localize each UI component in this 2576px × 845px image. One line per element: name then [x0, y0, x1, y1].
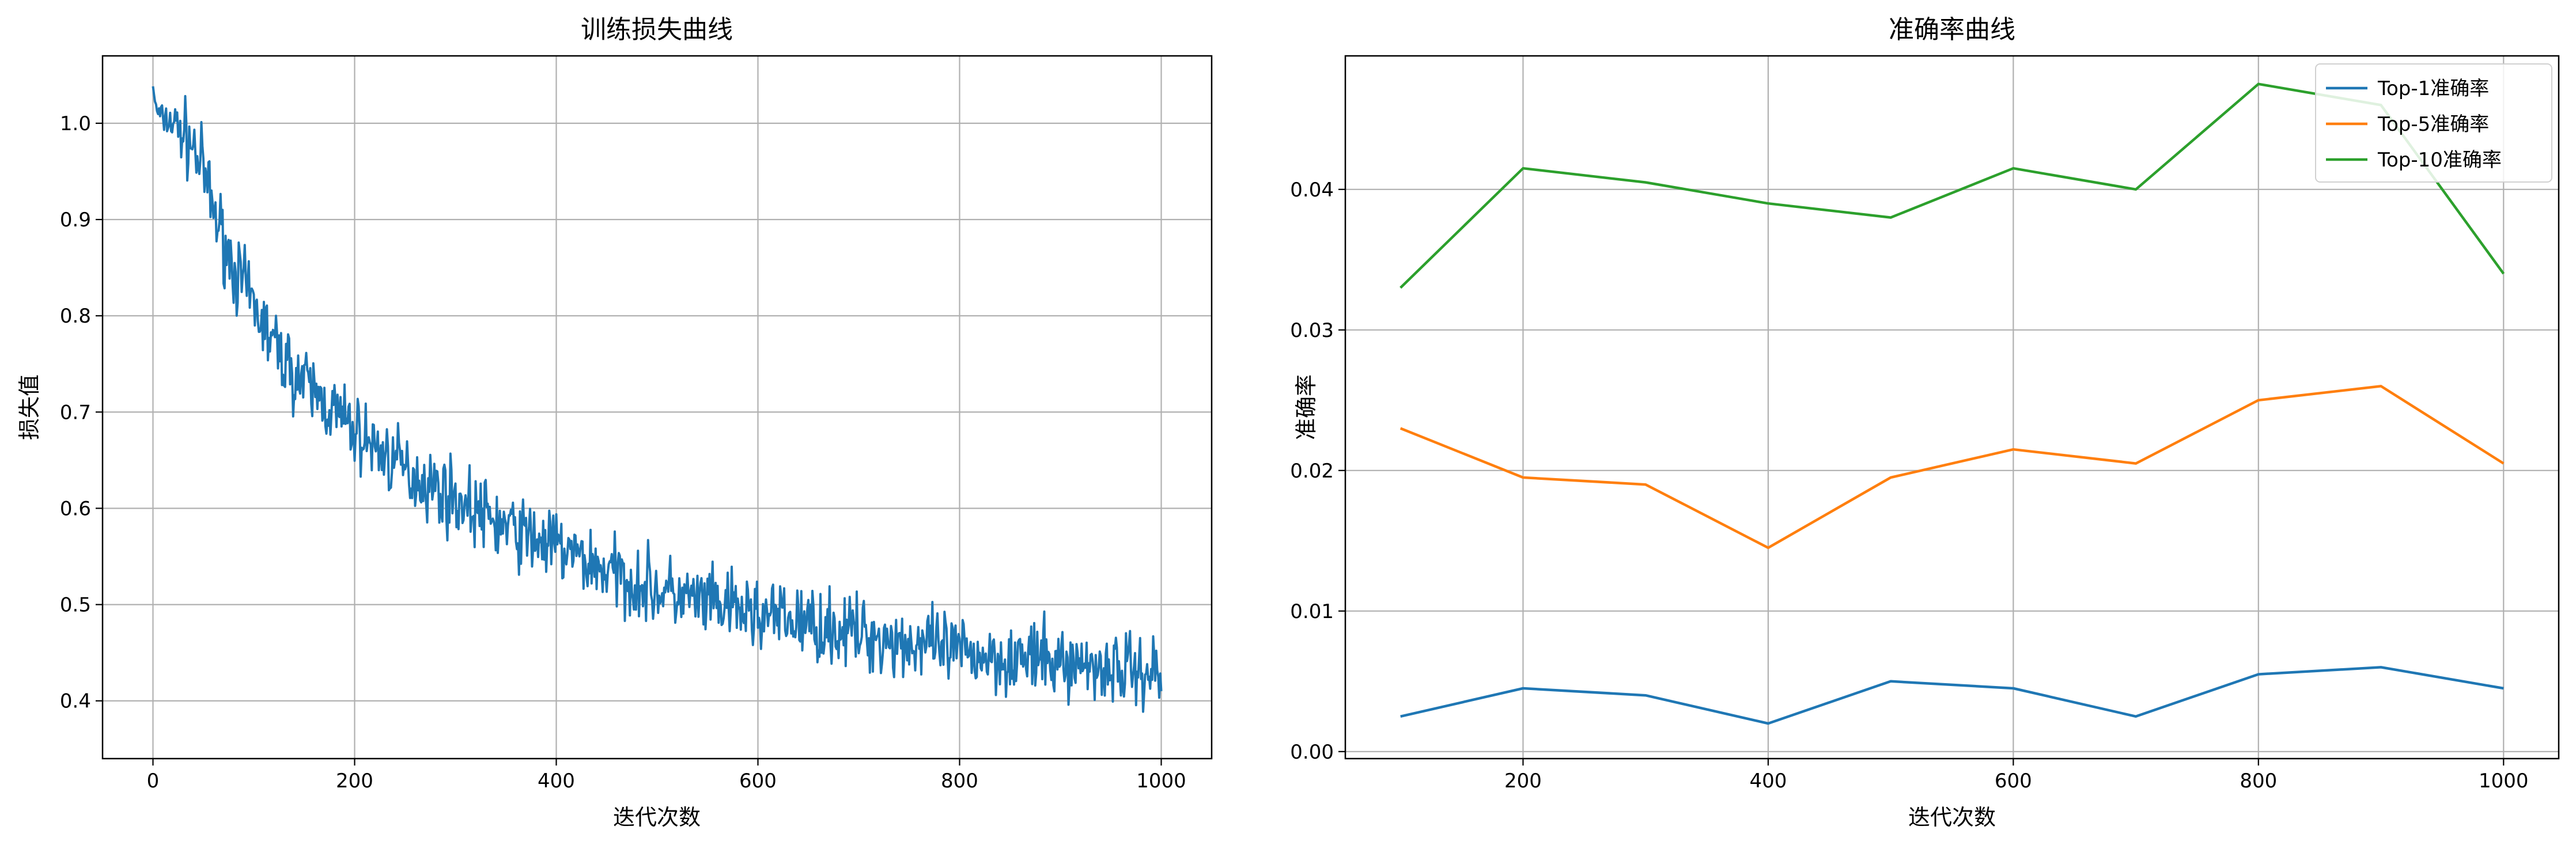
x-tick-label: 1000	[2479, 770, 2529, 793]
y-tick-label: 0.8	[60, 305, 91, 328]
x-tick-label: 600	[739, 770, 777, 793]
y-tick-label: 0.9	[60, 209, 91, 232]
loss-x-axis-label: 迭代次数	[613, 805, 701, 830]
x-tick-label: 600	[1995, 770, 2032, 793]
accuracy-chart: 200 400 600 800 1000 0.00 0.01 0.02 0.03 0.04 准确率…	[1290, 15, 2560, 830]
x-tick-label: 400	[1749, 770, 1787, 793]
loss-plot-frame	[101, 55, 1213, 760]
loss-ticks: 0 200 400 600 800 1000 0.4 0.5 0.6 0.7 0.8 0.9 1.0	[60, 112, 1186, 793]
legend-label: Top-5准确率	[2377, 113, 2489, 136]
y-tick-label: 0.01	[1290, 600, 1334, 623]
series-line-1	[1400, 666, 2504, 725]
loss-chart: 0 200 400 600 800 1000 0.4 0.5 0.6 0.7 0.8 0.9 1.0 训…	[17, 15, 1213, 830]
loss-plot-area	[103, 56, 1212, 759]
y-tick-label: 0.04	[1290, 179, 1334, 202]
accuracy-x-axis-label: 迭代次数	[1908, 805, 1996, 830]
loss-grid	[103, 56, 1212, 759]
x-tick-label: 800	[941, 770, 978, 793]
x-tick-label: 0	[147, 770, 160, 793]
x-tick-label: 1000	[1136, 770, 1186, 793]
y-tick-label: 1.0	[60, 112, 91, 135]
x-tick-label: 200	[336, 770, 373, 793]
y-tick-label: 0.6	[60, 497, 91, 520]
x-tick-label: 400	[538, 770, 575, 793]
accuracy-legend: Top-1准确率 Top-5准确率 Top-10准确率	[2315, 63, 2552, 183]
loss-chart-title: 训练损失曲线	[581, 15, 733, 44]
accuracy-plot-frame	[1344, 55, 2560, 760]
y-tick-label: 0.03	[1290, 319, 1334, 342]
loss-y-axis-label: 损失值	[17, 374, 42, 440]
y-tick-label: 0.00	[1290, 741, 1334, 764]
y-tick-label: 0.7	[60, 401, 91, 424]
legend-label: Top-10准确率	[2377, 149, 2502, 172]
x-tick-label: 800	[2240, 770, 2277, 793]
y-tick-label: 0.02	[1290, 460, 1334, 483]
y-tick-label: 0.5	[60, 594, 91, 617]
x-tick-label: 200	[1504, 770, 1542, 793]
series-line-2	[1399, 385, 2505, 550]
accuracy-y-axis-label: 准确率	[1293, 374, 1319, 440]
accuracy-chart-title: 准确率曲线	[1889, 15, 2015, 44]
loss-series-line	[152, 86, 1163, 713]
accuracy-ticks: 200 400 600 800 1000 0.00 0.01 0.02 0.03 0.04	[1290, 179, 2528, 793]
legend-label: Top-1准确率	[2377, 77, 2489, 100]
y-tick-label: 0.4	[60, 690, 91, 713]
legend-box	[2315, 63, 2552, 183]
loss-series	[152, 86, 1163, 713]
accuracy-grid	[1345, 56, 2559, 759]
